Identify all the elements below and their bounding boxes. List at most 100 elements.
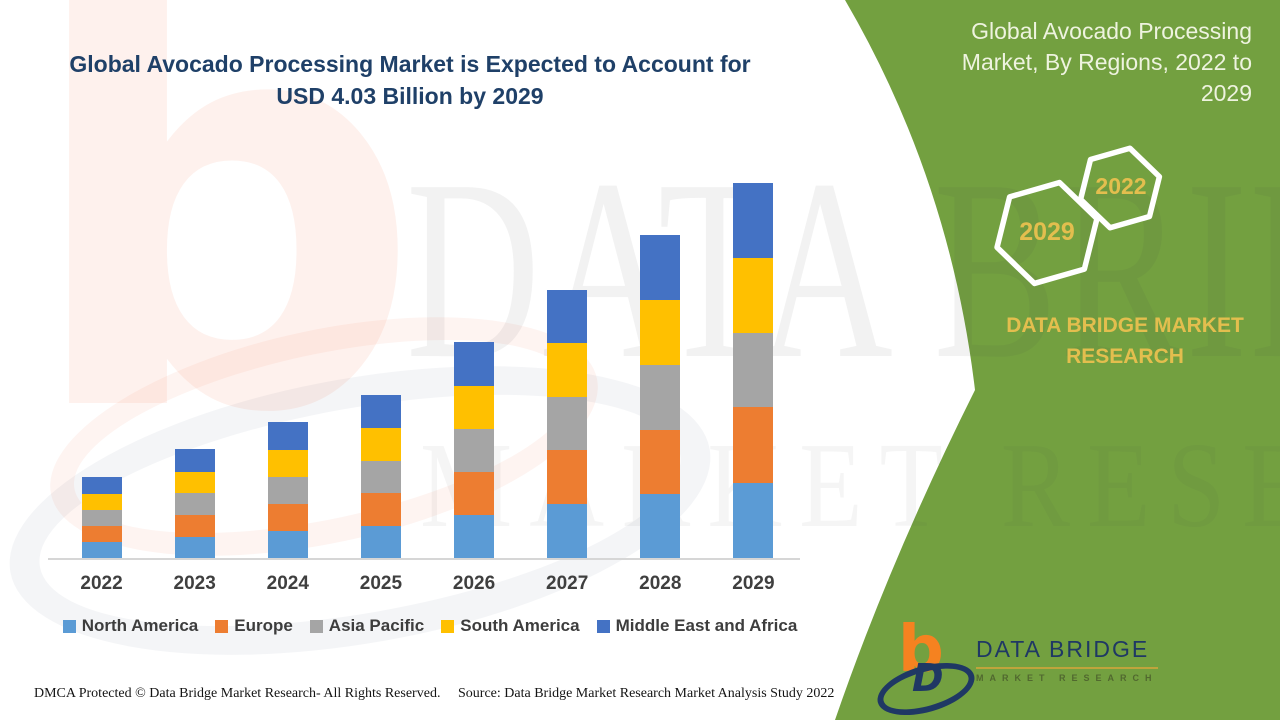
x-axis-label-2028: 2028 bbox=[639, 573, 682, 594]
bar-segment-2022-south-america bbox=[81, 493, 122, 510]
hexagon-2022-label: 2022 bbox=[1095, 173, 1147, 199]
bar-segment-2027-europe bbox=[547, 450, 588, 505]
legend-label: Middle East and Africa bbox=[615, 616, 798, 635]
bar-segment-2023-north-america bbox=[174, 536, 215, 558]
bar-segment-2024-middle-east-and-africa bbox=[267, 422, 308, 450]
bar-segment-2026-europe bbox=[454, 472, 495, 516]
chart-legend: North America Europe Asia Pacific South Ame… bbox=[40, 616, 820, 636]
stacked-bar-2024 bbox=[267, 422, 308, 558]
x-axis-label-2022: 2022 bbox=[80, 573, 123, 594]
bar-segment-2025-middle-east-and-africa bbox=[360, 394, 401, 428]
legend-swatch-icon bbox=[62, 619, 76, 633]
bar-segment-2027-asia-pacific bbox=[547, 397, 588, 451]
logo-text: DATA BRIDGE MARKET RESEARCH bbox=[976, 636, 1158, 683]
legend-swatch-icon bbox=[441, 619, 455, 633]
bar-segment-2027-north-america bbox=[547, 504, 588, 558]
bar-segment-2023-south-america bbox=[174, 471, 215, 493]
bar-segment-2029-asia-pacific bbox=[733, 333, 774, 408]
chart-title-line1: Global Avocado Processing Market is Expe… bbox=[69, 51, 751, 77]
bar-segment-2028-north-america bbox=[640, 493, 681, 558]
bar-column-2027 bbox=[521, 290, 614, 558]
bar-segment-2023-asia-pacific bbox=[174, 492, 215, 516]
bar-segment-2027-south-america bbox=[547, 343, 588, 398]
legend-item-middle-east-and-africa: Middle East and Africa bbox=[596, 616, 798, 636]
stacked-bar-2025 bbox=[360, 394, 401, 558]
x-axis-labels: 2022 2023 2024 2025 2026 2027 2028 2029 bbox=[55, 573, 800, 595]
bar-column-2023 bbox=[148, 449, 241, 558]
logo-title: DATA BRIDGE bbox=[976, 636, 1158, 669]
chart-title: Global Avocado Processing Market is Expe… bbox=[55, 48, 765, 112]
bar-segment-2024-europe bbox=[267, 504, 308, 531]
legend-item-north-america: North America bbox=[62, 616, 199, 636]
stacked-bar-2023 bbox=[174, 449, 215, 558]
bar-column-2024 bbox=[241, 422, 334, 558]
bar-segment-2029-middle-east-and-africa bbox=[733, 183, 774, 258]
bar-segment-2024-south-america bbox=[267, 450, 308, 477]
x-axis-label-2023: 2023 bbox=[173, 573, 216, 594]
legend-item-asia-pacific: Asia Pacific bbox=[309, 616, 425, 636]
x-axis-label-2025: 2025 bbox=[359, 573, 403, 594]
bar-segment-2025-europe bbox=[360, 493, 401, 526]
chart-bars bbox=[55, 168, 800, 558]
brand-text: DATA BRIDGE MARKET RESEARCH bbox=[1006, 314, 1244, 368]
bar-segment-2029-north-america bbox=[733, 482, 774, 558]
bar-segment-2022-north-america bbox=[81, 542, 122, 558]
stacked-bar-2027 bbox=[547, 290, 588, 558]
green-panel-path bbox=[835, 0, 1280, 720]
bar-segment-2022-asia-pacific bbox=[81, 509, 122, 527]
legend-swatch-icon bbox=[596, 619, 610, 633]
bar-segment-2025-south-america bbox=[360, 428, 401, 461]
bar-segment-2028-south-america bbox=[640, 300, 681, 365]
bar-column-2029 bbox=[707, 183, 800, 558]
hexagon-2029-label: 2029 bbox=[1019, 218, 1075, 246]
bar-segment-2029-south-america bbox=[733, 257, 774, 334]
logo-subtitle: MARKET RESEARCH bbox=[976, 673, 1158, 683]
bar-column-2022 bbox=[55, 477, 148, 558]
bar-segment-2028-middle-east-and-africa bbox=[640, 235, 681, 301]
x-axis-label-2024: 2024 bbox=[266, 573, 309, 594]
footer-dmca-text: DMCA Protected © Data Bridge Market Rese… bbox=[34, 686, 441, 701]
bar-segment-2023-europe bbox=[174, 515, 215, 537]
bar-segment-2024-north-america bbox=[267, 531, 308, 558]
bar-segment-2026-south-america bbox=[454, 385, 495, 429]
stacked-bar-2022 bbox=[81, 477, 122, 558]
bar-segment-2024-asia-pacific bbox=[267, 477, 308, 504]
data-bridge-logo: b D DATA BRIDGE MARKET RESEARCH bbox=[871, 613, 1158, 720]
legend-item-europe: Europe bbox=[215, 616, 293, 636]
bar-segment-2026-asia-pacific bbox=[454, 428, 495, 473]
legend-swatch-icon bbox=[309, 619, 323, 633]
bar-column-2028 bbox=[614, 235, 707, 558]
x-axis-label-2027: 2027 bbox=[546, 573, 589, 594]
logo-d-glyph: D bbox=[912, 656, 944, 700]
bar-segment-2025-north-america bbox=[360, 525, 401, 558]
legend-item-south-america: South America bbox=[441, 616, 580, 636]
bar-segment-2022-europe bbox=[81, 526, 122, 543]
hexagon-2022-icon bbox=[1077, 145, 1163, 231]
legend-label: Europe bbox=[234, 616, 293, 635]
bar-segment-2025-asia-pacific bbox=[360, 460, 401, 493]
bar-column-2026 bbox=[428, 342, 521, 558]
x-axis-label-2029: 2029 bbox=[732, 573, 775, 594]
bar-segment-2028-asia-pacific bbox=[640, 364, 681, 430]
logo-mark-icon: b D bbox=[871, 613, 981, 720]
legend-label: Asia Pacific bbox=[328, 616, 425, 635]
x-axis-label-2026: 2026 bbox=[452, 573, 496, 594]
stacked-bar-2029 bbox=[733, 183, 774, 558]
x-axis-line bbox=[48, 558, 800, 560]
bar-segment-2029-europe bbox=[733, 407, 774, 483]
legend-label: North America bbox=[81, 616, 199, 635]
bar-column-2025 bbox=[334, 394, 427, 558]
legend-swatch-icon bbox=[215, 619, 229, 633]
bar-segment-2026-north-america bbox=[454, 515, 495, 558]
chart-title-line2: USD 4.03 Billion by 2029 bbox=[276, 83, 544, 109]
bar-segment-2028-europe bbox=[640, 429, 681, 494]
footer-source-text: Source: Data Bridge Market Research Mark… bbox=[458, 686, 835, 701]
legend-label: South America bbox=[460, 616, 580, 635]
bar-segment-2022-middle-east-and-africa bbox=[81, 477, 122, 494]
side-panel-title: Global Avocado Processing Market, By Reg… bbox=[961, 18, 1252, 106]
bar-segment-2026-middle-east-and-africa bbox=[454, 342, 495, 386]
stacked-bar-2028 bbox=[640, 235, 681, 558]
